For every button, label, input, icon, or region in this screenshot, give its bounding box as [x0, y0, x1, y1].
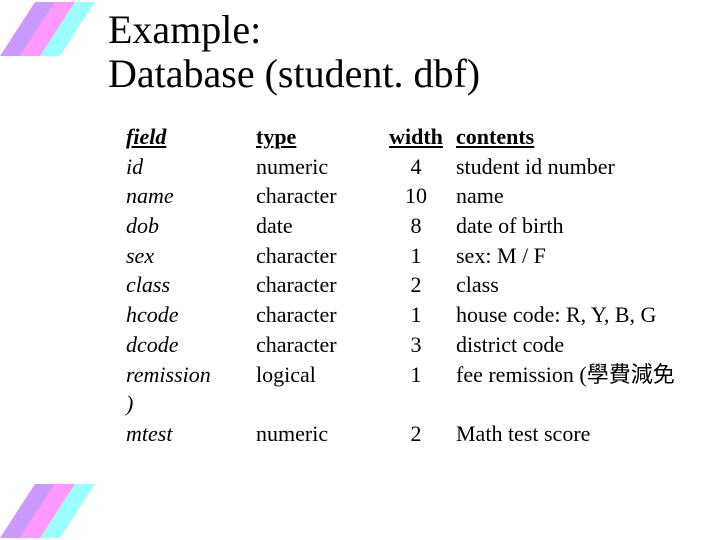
cell-contents: class: [456, 270, 716, 300]
cell-contents: student id number: [456, 152, 716, 182]
slide-title: Example: Database (student. dbf): [108, 8, 708, 96]
cell-width: 2: [376, 270, 456, 300]
cell-width: 8: [376, 211, 456, 241]
cell-type: numeric: [256, 419, 376, 449]
cell-type: character: [256, 241, 376, 271]
cell-width: 1: [376, 241, 456, 271]
cell-contents: Math test score: [456, 419, 716, 449]
title-line-2: Database (student. dbf): [108, 51, 480, 96]
cell-width: 1: [376, 300, 456, 330]
cell-contents: house code: R, Y, B, G: [456, 300, 716, 330]
col-header-width: width: [376, 122, 456, 152]
cell-contents: fee remission (學費減免: [456, 360, 716, 390]
col-header-contents: contents: [456, 122, 716, 152]
cell-width: 1: [376, 360, 456, 390]
trailing-paren: ): [126, 389, 256, 419]
cell-type: character: [256, 330, 376, 360]
empty-cell: [256, 389, 376, 419]
cell-width: 3: [376, 330, 456, 360]
slide-content: Example: Database (student. dbf) field t…: [108, 8, 708, 449]
empty-cell: [376, 389, 456, 419]
cell-type: character: [256, 181, 376, 211]
cell-field: hcode: [126, 300, 256, 330]
cell-field: remission: [126, 360, 256, 390]
cell-contents: name: [456, 181, 716, 211]
cell-type: character: [256, 300, 376, 330]
cell-contents: date of birth: [456, 211, 716, 241]
cell-contents: district code: [456, 330, 716, 360]
cell-field: mtest: [126, 419, 256, 449]
cell-field: dcode: [126, 330, 256, 360]
schema-table: field type width contents id numeric 4 s…: [108, 122, 708, 449]
corner-decoration-bottom: [0, 484, 105, 538]
col-header-type: type: [256, 122, 376, 152]
cell-field: dob: [126, 211, 256, 241]
cell-width: 2: [376, 419, 456, 449]
cell-width: 4: [376, 152, 456, 182]
empty-cell: [456, 389, 716, 419]
cell-width: 10: [376, 181, 456, 211]
cell-type: numeric: [256, 152, 376, 182]
title-line-1: Example:: [108, 7, 261, 52]
cell-type: logical: [256, 360, 376, 390]
cell-field: class: [126, 270, 256, 300]
cell-type: character: [256, 270, 376, 300]
cell-field: sex: [126, 241, 256, 271]
cell-field: id: [126, 152, 256, 182]
col-header-field: field: [126, 122, 256, 152]
cell-contents: sex: M / F: [456, 241, 716, 271]
cell-type: date: [256, 211, 376, 241]
cell-field: name: [126, 181, 256, 211]
corner-decoration-top: [0, 2, 105, 56]
